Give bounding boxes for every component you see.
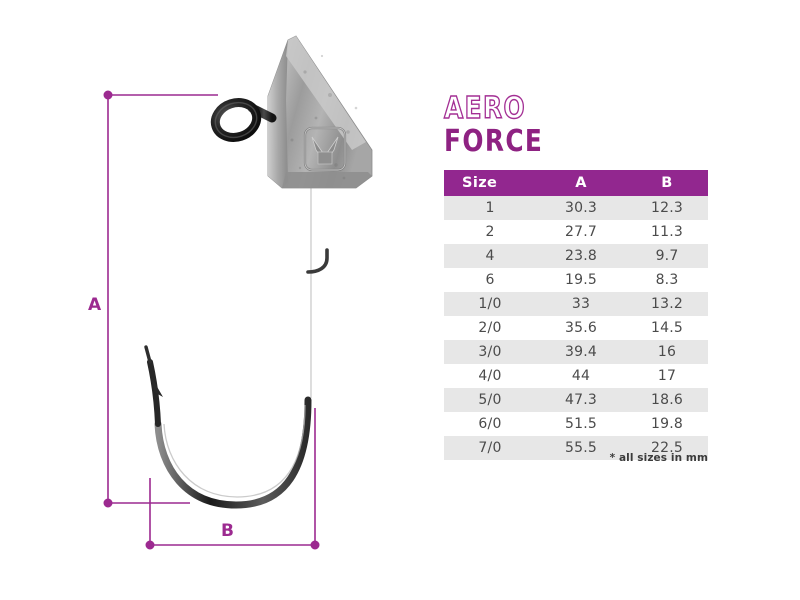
lead-jig-head: [267, 35, 373, 189]
jig-head-top-facet: [286, 36, 366, 150]
jig-head-texture: [290, 54, 358, 180]
size-chart-table: Size A B 1 30.3 12.3 2 27.7 11.3 4 23.8 9.7 6 19.5…: [444, 170, 708, 460]
table-cell-a: 35.6: [536, 316, 626, 340]
table-row: 6 19.5 8.3: [444, 268, 708, 292]
table-cell-b: 9.7: [626, 244, 708, 268]
table-cell-b: 13.2: [626, 292, 708, 316]
embossed-brand-mark-icon: [303, 126, 347, 172]
table-cell-b: 22.5: [626, 436, 708, 460]
bait-keeper-barb: [306, 248, 329, 274]
table-header: Size A B: [444, 170, 708, 196]
jig-head-hook-graphic: [144, 35, 373, 509]
table-row: 1 30.3 12.3: [444, 196, 708, 220]
dimension-label-a: A: [88, 295, 102, 315]
table-row: 4 23.8 9.7: [444, 244, 708, 268]
brand-logo: AERO FORCE: [443, 91, 644, 160]
table-row: 3/0 39.4 16: [444, 340, 708, 364]
hook-barb: [152, 378, 163, 397]
table-row: 6/0 51.5 19.8: [444, 412, 708, 436]
dimension-label-b: B: [221, 521, 235, 541]
table-cell-size: 7/0: [444, 436, 536, 460]
table-cell-b: 11.3: [626, 220, 708, 244]
table-cell-a: 27.7: [536, 220, 626, 244]
product-illustration: A B: [88, 35, 373, 550]
hook-tip: [144, 345, 152, 364]
brand-logo-line-aero: AERO: [443, 91, 526, 126]
table-cell-size: 3/0: [444, 340, 536, 364]
brand-logo-line-force: FORCE: [444, 124, 544, 159]
table-cell-size: 2: [444, 220, 536, 244]
table-cell-a: 51.5: [536, 412, 626, 436]
table-row: 1/0 33 13.2: [444, 292, 708, 316]
table-cell-a: 39.4: [536, 340, 626, 364]
column-header-b: B: [626, 170, 708, 196]
table-cell-size: 4/0: [444, 364, 536, 388]
table-row: 5/0 47.3 18.6: [444, 388, 708, 412]
table-cell-size: 4: [444, 244, 536, 268]
table-cell-size: 1/0: [444, 292, 536, 316]
table-body: 1 30.3 12.3 2 27.7 11.3 4 23.8 9.7 6 19.5 8.3 1/0 33 1…: [444, 196, 708, 460]
table-cell-a: 47.3: [536, 388, 626, 412]
spec-panel: AERO FORCE Size A B 1 30.3 12.3 2 27.7 11.3 4 2…: [430, 0, 800, 600]
table-cell-a: 30.3: [536, 196, 626, 220]
table-cell-size: 5/0: [444, 388, 536, 412]
table-footnote: * all sizes in mm: [609, 452, 708, 464]
eyelet-ring-highlight: [214, 101, 258, 139]
table-cell-size: 6: [444, 268, 536, 292]
table-cell-size: 2/0: [444, 316, 536, 340]
table-header-row: Size A B: [444, 170, 708, 196]
column-header-a: A: [536, 170, 626, 196]
jig-head-bottom-bevel: [282, 172, 372, 188]
hook-bend: [154, 396, 312, 509]
table-row: 4/0 44 17: [444, 364, 708, 388]
table-cell-b: 16: [626, 340, 708, 364]
table-cell-a: 19.5: [536, 268, 626, 292]
column-header-size: Size: [444, 170, 536, 196]
table-cell-a: 55.5: [536, 436, 626, 460]
table-cell-b: 18.6: [626, 388, 708, 412]
eyelet-ring: [210, 98, 262, 142]
hook-highlight: [163, 404, 306, 498]
table-cell-b: 17: [626, 364, 708, 388]
table-row: 7/0 55.5 22.5: [444, 436, 708, 460]
table-cell-a: 44: [536, 364, 626, 388]
table-cell-a: 23.8: [536, 244, 626, 268]
table-cell-size: 6/0: [444, 412, 536, 436]
table-cell-b: 14.5: [626, 316, 708, 340]
jig-head-left-facet: [268, 40, 288, 188]
table-row: 2 27.7 11.3: [444, 220, 708, 244]
table-cell-b: 8.3: [626, 268, 708, 292]
table-row: 2/0 35.6 14.5: [444, 316, 708, 340]
table-cell-a: 33: [536, 292, 626, 316]
hook-wire: [144, 168, 329, 509]
hook-eyelet: [210, 98, 277, 142]
table-cell-size: 1: [444, 196, 536, 220]
table-cell-b: 19.8: [626, 412, 708, 436]
size-chart-table-container: Size A B 1 30.3 12.3 2 27.7 11.3 4 23.8 9.7 6 19.5…: [444, 170, 708, 460]
table-cell-b: 12.3: [626, 196, 708, 220]
